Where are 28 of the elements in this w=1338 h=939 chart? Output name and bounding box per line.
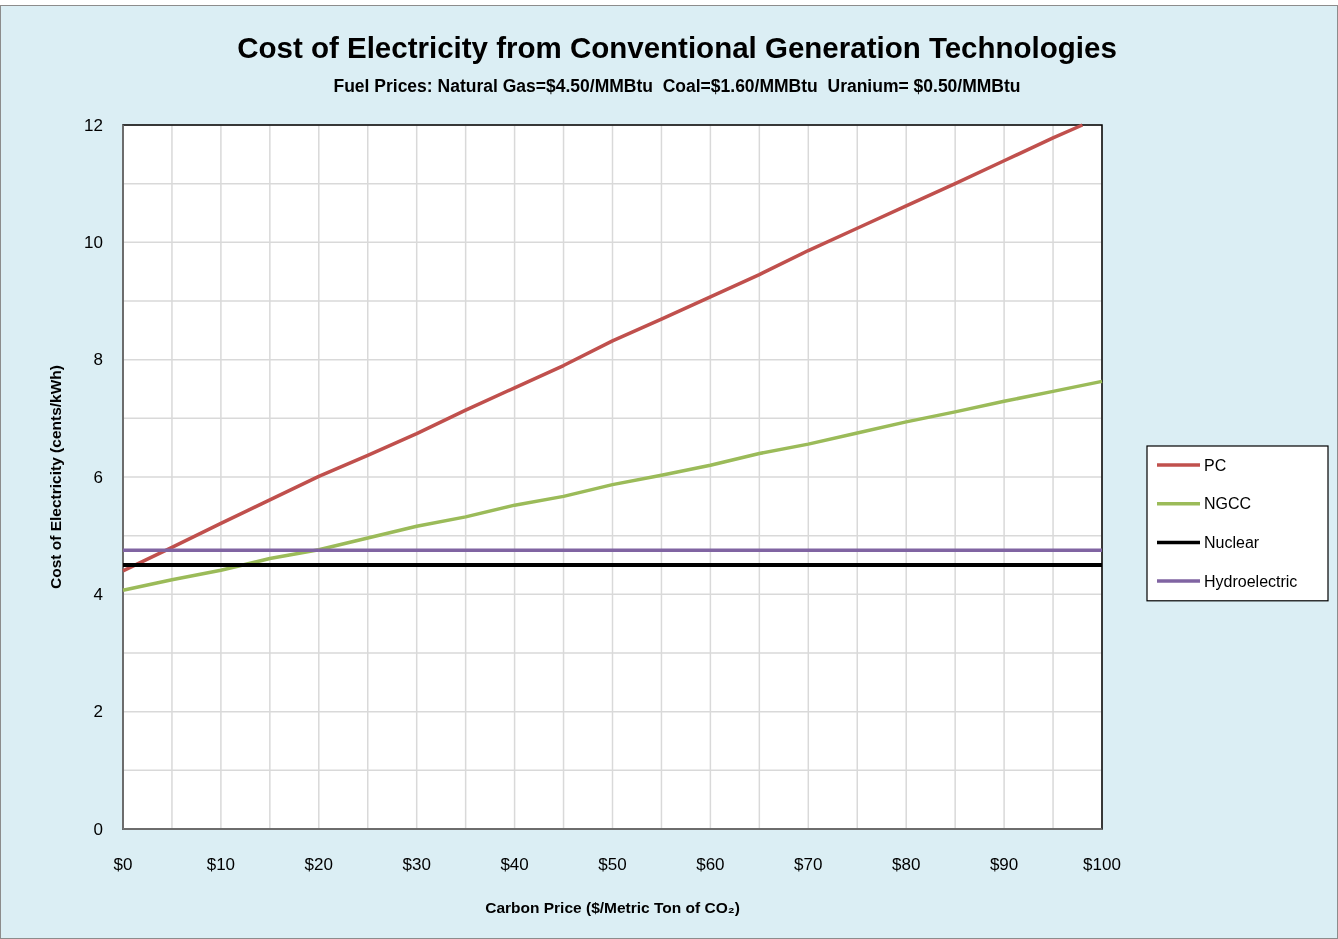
x-tick-label: $70 — [794, 855, 823, 874]
x-tick-label: $50 — [598, 855, 627, 874]
x-tick-label: $30 — [402, 855, 431, 874]
y-tick-label: 12 — [84, 115, 103, 135]
y-tick-label: 10 — [84, 232, 103, 252]
x-tick-label: $40 — [500, 855, 529, 874]
chart-title: Cost of Electricity from Conventional Generation Technologies — [237, 31, 1117, 64]
x-tick-label: $100 — [1083, 855, 1121, 874]
line-series — [121, 123, 1085, 573]
y-tick-label: 6 — [93, 467, 103, 487]
legend-label: PC — [1204, 456, 1227, 474]
x-tick-label: $80 — [892, 855, 921, 874]
line-series — [121, 379, 1104, 592]
legend-label: NGCC — [1204, 495, 1252, 513]
x-tick-label: $20 — [304, 855, 333, 874]
y-axis-title: Cost of Electricity (cents/kWh) — [47, 365, 64, 589]
y-tick-label: 4 — [93, 584, 103, 604]
x-axis-title: Carbon Price ($/Metric Ton of CO₂) — [485, 899, 740, 916]
legend-label: Hydroelectric — [1204, 572, 1298, 590]
x-tick-label: $60 — [696, 855, 725, 874]
y-tick-label: 8 — [93, 350, 103, 370]
y-tick-label: 2 — [93, 702, 103, 722]
x-tick-label: $0 — [113, 855, 133, 874]
x-tick-label: $10 — [206, 855, 236, 874]
chart-subtitle: Fuel Prices: Natural Gas=$4.50/MMBtu Coal=$1.60/MMBtu Uranium= $0.50/MMBtu — [333, 76, 1021, 96]
x-tick-label: $90 — [989, 855, 1019, 874]
y-tick-label: 0 — [93, 819, 103, 839]
legend-label: Nuclear — [1204, 533, 1260, 551]
